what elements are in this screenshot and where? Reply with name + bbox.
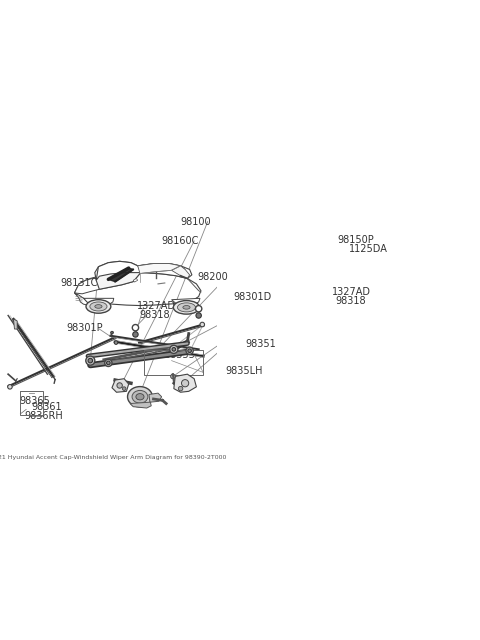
Text: 1327AD: 1327AD — [332, 287, 371, 298]
Ellipse shape — [183, 305, 190, 309]
Circle shape — [105, 359, 112, 367]
Polygon shape — [96, 261, 192, 280]
Ellipse shape — [95, 305, 102, 308]
Polygon shape — [95, 261, 140, 289]
Text: 9835LH: 9835LH — [226, 366, 263, 376]
Ellipse shape — [132, 390, 148, 403]
Text: 98361: 98361 — [32, 402, 62, 412]
Polygon shape — [84, 298, 114, 305]
Text: 98365: 98365 — [19, 396, 50, 406]
Polygon shape — [74, 273, 140, 294]
Bar — [20, 391, 43, 415]
Text: 98200: 98200 — [197, 271, 228, 282]
Circle shape — [179, 387, 183, 391]
Polygon shape — [171, 298, 200, 305]
Circle shape — [170, 346, 178, 353]
Text: 98160C: 98160C — [161, 236, 199, 246]
Polygon shape — [108, 268, 133, 282]
Ellipse shape — [178, 303, 195, 312]
Text: 98100: 98100 — [180, 216, 211, 227]
Text: 98351: 98351 — [245, 339, 276, 349]
Polygon shape — [149, 393, 162, 402]
Bar — [144, 350, 203, 375]
Circle shape — [107, 361, 110, 365]
Polygon shape — [112, 379, 129, 392]
Ellipse shape — [173, 301, 200, 314]
Circle shape — [172, 348, 176, 351]
Circle shape — [132, 324, 139, 331]
Text: 2021 Hyundai Accent Cap-Windshield Wiper Arm Diagram for 98390-2T000: 2021 Hyundai Accent Cap-Windshield Wiper… — [0, 455, 227, 460]
Polygon shape — [138, 264, 185, 270]
Circle shape — [171, 374, 175, 379]
Polygon shape — [138, 264, 180, 273]
Polygon shape — [133, 278, 138, 282]
Circle shape — [133, 332, 138, 337]
Ellipse shape — [128, 387, 152, 407]
Circle shape — [188, 349, 192, 353]
Circle shape — [186, 347, 193, 355]
Text: 98355: 98355 — [165, 350, 196, 360]
Text: 1125DA: 1125DA — [349, 244, 388, 254]
Text: 98301P: 98301P — [67, 323, 104, 333]
Text: 98318: 98318 — [335, 296, 366, 306]
Polygon shape — [174, 374, 196, 392]
Circle shape — [200, 323, 204, 327]
Circle shape — [88, 358, 93, 363]
Text: 9836RH: 9836RH — [25, 411, 63, 421]
Circle shape — [196, 313, 202, 318]
Circle shape — [181, 380, 189, 387]
Circle shape — [122, 387, 126, 390]
Circle shape — [110, 332, 113, 334]
Polygon shape — [74, 293, 90, 305]
Polygon shape — [171, 266, 190, 278]
Circle shape — [8, 385, 12, 389]
Text: 98150P: 98150P — [338, 235, 374, 245]
Polygon shape — [74, 273, 201, 305]
Circle shape — [117, 383, 122, 388]
Text: 1327AD: 1327AD — [137, 301, 176, 312]
Ellipse shape — [136, 394, 144, 400]
Polygon shape — [13, 319, 17, 329]
Text: 98318: 98318 — [139, 310, 170, 319]
Text: 98301D: 98301D — [234, 292, 272, 303]
Polygon shape — [130, 402, 151, 408]
Circle shape — [195, 305, 202, 312]
Circle shape — [86, 356, 95, 365]
Circle shape — [114, 340, 118, 344]
Ellipse shape — [90, 302, 107, 311]
Text: 98131C: 98131C — [60, 278, 97, 288]
Ellipse shape — [86, 300, 111, 313]
